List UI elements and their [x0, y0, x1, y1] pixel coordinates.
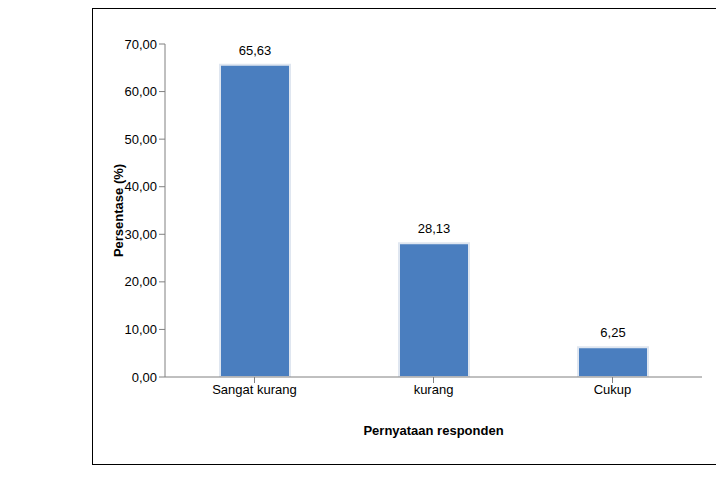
svg-text:50,00: 50,00	[124, 132, 157, 147]
svg-text:0,00: 0,00	[132, 370, 157, 385]
svg-text:kurang: kurang	[414, 382, 454, 397]
svg-text:20,00: 20,00	[124, 274, 157, 289]
svg-text:30,00: 30,00	[124, 227, 157, 242]
svg-text:28,13: 28,13	[418, 221, 451, 236]
svg-text:60,00: 60,00	[124, 84, 157, 99]
svg-text:Pernyataan responden: Pernyataan responden	[363, 423, 503, 438]
svg-text:40,00: 40,00	[124, 179, 157, 194]
svg-text:Cukup: Cukup	[594, 382, 632, 397]
svg-text:10,00: 10,00	[124, 322, 157, 337]
svg-text:Sangat kurang: Sangat kurang	[212, 382, 297, 397]
svg-text:70,00: 70,00	[124, 37, 157, 52]
svg-text:6,25: 6,25	[600, 325, 625, 340]
svg-text:65,63: 65,63	[239, 43, 272, 58]
svg-text:Persentase (%): Persentase (%)	[111, 164, 126, 257]
